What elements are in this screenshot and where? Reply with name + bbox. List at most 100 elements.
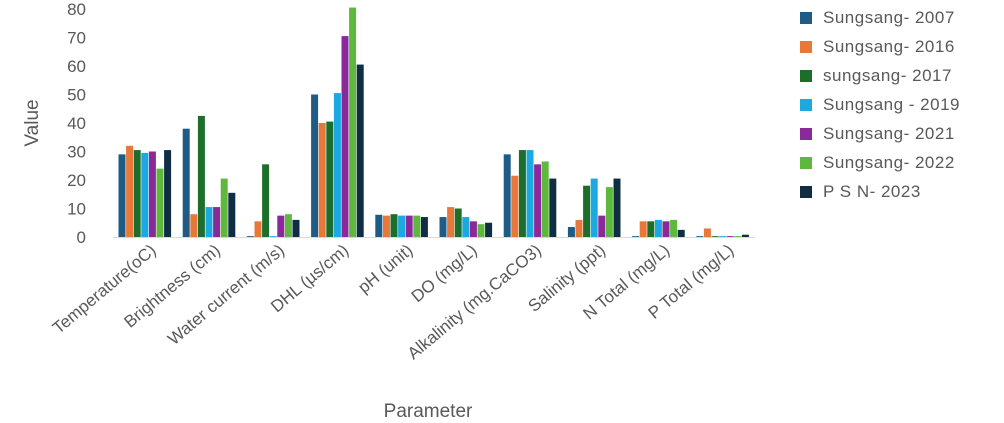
bar-sungsang-2022-7 xyxy=(605,187,613,238)
bar-sungsang-2019-4 xyxy=(398,215,406,238)
bar-sungsang-2016-6 xyxy=(511,175,519,237)
bar-sungsang-2019-8 xyxy=(654,219,662,237)
legend-label: Sungsang- 2007 xyxy=(823,8,955,27)
bar-sungsang-2022-5 xyxy=(477,224,485,237)
bar-sungsang-2017-8 xyxy=(647,221,655,237)
bar-sungsang-2016-5 xyxy=(447,207,455,237)
bars xyxy=(118,7,749,238)
bar-sungsang-2022-0 xyxy=(156,168,164,237)
legend: Sungsang- 2007 Sungsang- 2016 sungsang- 20… xyxy=(800,8,960,201)
bar-sungsang-2017-0 xyxy=(133,150,141,237)
bar-sungsang-2007-6 xyxy=(503,154,511,237)
y-tick-label: 40 xyxy=(67,114,86,133)
legend-label: sungsang- 2017 xyxy=(823,66,952,85)
bar-sungsang-2016-0 xyxy=(126,145,134,237)
bar-sungsang-2019-6 xyxy=(526,150,534,237)
bar-sungsang-2022-9 xyxy=(734,236,742,237)
bar-sungsang-2016-7 xyxy=(575,219,583,237)
bar-sungsang-2007-7 xyxy=(567,227,575,237)
bar-sungsang-2019-5 xyxy=(462,217,470,237)
bar-sungsang-2019-0 xyxy=(141,152,149,237)
legend-swatch xyxy=(800,99,812,111)
legend-swatch xyxy=(800,128,812,140)
bar-sungsang-2017-3 xyxy=(326,121,334,237)
bar-p-s-n-2023-1 xyxy=(228,192,236,237)
y-tick-label: 0 xyxy=(77,228,86,247)
legend-swatch xyxy=(800,70,812,82)
bar-sungsang-2016-8 xyxy=(639,221,647,237)
bar-sungsang-2007-2 xyxy=(246,236,254,237)
x-category-label: Water current (m/s) xyxy=(164,241,288,349)
bar-sungsang-2021-5 xyxy=(469,221,477,237)
bar-sungsang-2022-6 xyxy=(541,161,549,237)
bar-sungsang-2016-4 xyxy=(382,215,390,238)
bar-sungsang-2022-1 xyxy=(220,178,228,237)
bar-sungsang-2022-2 xyxy=(284,214,292,237)
bar-sungsang-2022-8 xyxy=(670,219,678,237)
bar-p-s-n-2023-9 xyxy=(741,234,749,237)
bar-sungsang-2017-7 xyxy=(583,185,591,237)
bar-sungsang-2021-3 xyxy=(341,36,349,237)
bar-sungsang-2017-1 xyxy=(197,115,205,238)
y-axis-title: Value xyxy=(22,99,43,146)
bar-sungsang-2016-1 xyxy=(190,214,198,237)
bar-sungsang-2022-4 xyxy=(413,215,421,238)
bar-p-s-n-2023-0 xyxy=(164,150,172,237)
bar-sungsang-2016-9 xyxy=(703,228,711,237)
bar-p-s-n-2023-3 xyxy=(356,64,364,237)
legend-swatch xyxy=(800,186,812,198)
bar-sungsang-2021-1 xyxy=(213,207,221,237)
x-category-label: Temperature(oC) xyxy=(49,241,160,338)
bar-sungsang-2021-4 xyxy=(405,215,413,238)
legend-label: Sungsang- 2021 xyxy=(823,124,955,143)
x-category-label: pH (unit) xyxy=(354,241,416,297)
x-axis-labels: Temperature(oC)Brightness (cm)Water curr… xyxy=(49,241,737,364)
bar-sungsang-2016-2 xyxy=(254,221,262,237)
bar-sungsang-2017-4 xyxy=(390,214,398,237)
bar-sungsang-2019-9 xyxy=(719,236,727,237)
bar-sungsang-2019-1 xyxy=(205,207,213,237)
y-tick-label: 20 xyxy=(67,171,86,190)
y-axis-ticks: 0 10 20 30 40 50 60 70 80 xyxy=(67,0,86,247)
y-tick-label: 10 xyxy=(67,200,86,219)
bar-sungsang-2021-2 xyxy=(277,215,285,238)
legend-label: Sungsang- 2016 xyxy=(823,37,955,56)
bar-sungsang-2021-9 xyxy=(726,236,734,237)
bar-sungsang-2019-3 xyxy=(333,93,341,237)
bar-sungsang-2021-6 xyxy=(534,164,542,237)
bar-sungsang-2017-2 xyxy=(262,164,270,237)
bar-sungsang-2016-3 xyxy=(318,123,326,237)
bar-sungsang-2007-4 xyxy=(375,214,383,237)
bar-p-s-n-2023-6 xyxy=(549,178,557,237)
bar-sungsang-2017-9 xyxy=(711,236,719,237)
bar-sungsang-2022-3 xyxy=(349,7,357,237)
bar-sungsang-2007-0 xyxy=(118,154,126,237)
y-tick-label: 30 xyxy=(67,143,86,162)
bar-sungsang-2019-7 xyxy=(590,178,598,237)
y-tick-label: 60 xyxy=(67,57,86,76)
bar-sungsang-2021-0 xyxy=(148,151,156,237)
bar-sungsang-2017-6 xyxy=(518,150,526,237)
bar-p-s-n-2023-7 xyxy=(613,178,621,237)
bar-sungsang-2019-2 xyxy=(269,236,277,237)
bar-p-s-n-2023-2 xyxy=(292,219,300,237)
legend-swatch xyxy=(800,41,812,53)
bar-sungsang-2007-3 xyxy=(311,94,319,237)
legend-swatch xyxy=(800,157,812,169)
bar-sungsang-2007-1 xyxy=(182,128,190,237)
legend-label: P S N- 2023 xyxy=(823,182,921,201)
y-tick-label: 70 xyxy=(67,29,86,48)
legend-swatch xyxy=(800,12,812,24)
bar-p-s-n-2023-5 xyxy=(485,222,493,237)
y-tick-label: 50 xyxy=(67,86,86,105)
bar-p-s-n-2023-4 xyxy=(420,217,428,237)
y-tick-label: 80 xyxy=(67,0,86,19)
bar-sungsang-2007-5 xyxy=(439,217,447,237)
bar-sungsang-2017-5 xyxy=(454,208,462,237)
bar-p-s-n-2023-8 xyxy=(677,229,685,238)
bar-sungsang-2021-7 xyxy=(598,215,606,238)
legend-label: Sungsang- 2022 xyxy=(823,153,955,172)
bar-sungsang-2007-8 xyxy=(632,236,640,237)
x-axis-title: Parameter xyxy=(384,401,473,422)
